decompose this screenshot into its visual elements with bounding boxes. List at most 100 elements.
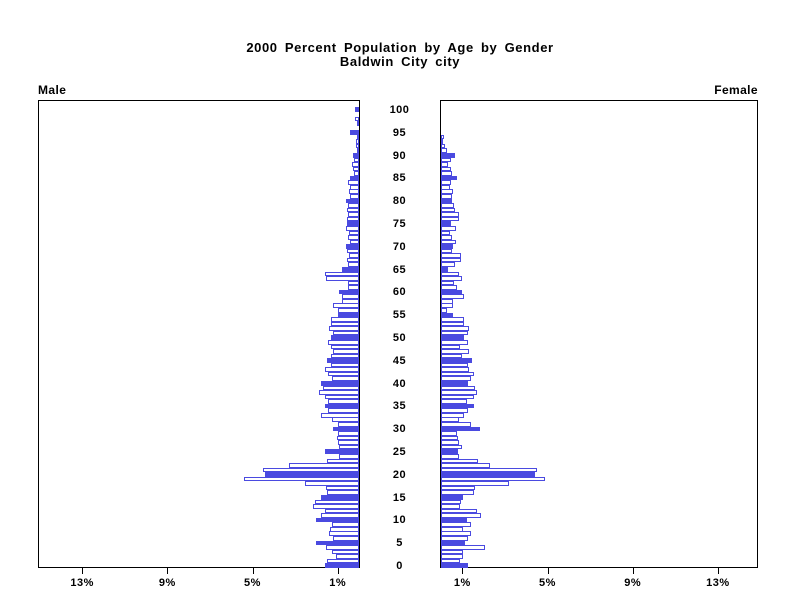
female-bar-age-24 — [441, 453, 460, 459]
male-bar-age-74 — [346, 225, 359, 231]
male-tick-9pct — [167, 568, 169, 574]
male-bar-age-62 — [348, 280, 359, 286]
female-bar-age-81 — [441, 194, 452, 199]
male-bar-age-81 — [350, 194, 359, 199]
male-bar-age-58 — [341, 298, 359, 304]
female-bar-age-92 — [441, 143, 446, 149]
female-bar-age-20 — [441, 472, 535, 477]
female-bar-age-61 — [441, 285, 457, 290]
age-axis-label-70: 70 — [392, 240, 407, 253]
female-bar-age-68 — [441, 253, 462, 258]
female-bar-age-52 — [441, 326, 469, 331]
female-bar-age-70 — [441, 244, 453, 249]
female-bar-age-15 — [441, 495, 464, 500]
female-bar-age-75 — [441, 221, 451, 226]
male-bar-age-21 — [263, 467, 359, 473]
male-bar-age-66 — [348, 262, 359, 268]
male-bar-age-43 — [324, 367, 359, 372]
female-bar-age-67 — [441, 257, 462, 263]
female-bar-age-55 — [441, 312, 453, 318]
female-bar-age-1 — [441, 558, 461, 564]
male-plot-panel — [38, 100, 360, 568]
female-bar-age-89 — [441, 157, 451, 163]
male-bar-age-70 — [346, 244, 359, 249]
male-bar-age-79 — [348, 203, 359, 208]
female-bar-age-5 — [441, 540, 466, 546]
female-bar-age-4 — [441, 545, 485, 550]
age-axis-label-20: 20 — [392, 468, 407, 481]
male-bar-age-40 — [320, 381, 359, 386]
male-bar-age-52 — [329, 326, 359, 331]
female-plot-panel — [440, 100, 758, 568]
male-bar-age-5 — [316, 540, 359, 546]
female-bar-age-88 — [441, 162, 449, 167]
female-bar-age-3 — [441, 549, 464, 555]
male-bar-age-73 — [349, 230, 359, 236]
male-bar-age-65 — [341, 267, 359, 272]
male-bar-age-95 — [350, 130, 359, 135]
female-bar-age-45 — [441, 358, 472, 363]
female-bar-age-82 — [441, 189, 453, 195]
male-bar-age-22 — [288, 463, 359, 468]
male-bar-age-93 — [355, 139, 359, 144]
male-bar-age-88 — [351, 162, 359, 167]
female-bar-age-35 — [441, 403, 474, 409]
male-bar-age-100 — [354, 107, 359, 112]
female-bar-age-76 — [441, 216, 460, 222]
female-bar-age-63 — [441, 276, 463, 281]
chart-title: 2000 Percent Population by Age by Gender — [246, 40, 554, 55]
male-bar-age-27 — [337, 440, 359, 445]
male-bar-age-61 — [348, 285, 359, 290]
male-bar-age-15 — [320, 495, 359, 500]
male-bar-age-57 — [333, 303, 359, 309]
female-bar-age-16 — [441, 490, 474, 496]
male-bar-age-51 — [333, 330, 359, 336]
female-bar-age-18 — [441, 481, 510, 486]
female-bar-age-41 — [441, 376, 471, 382]
male-bar-age-0 — [324, 563, 359, 568]
male-bar-age-20 — [265, 472, 359, 477]
male-bar-age-7 — [329, 531, 359, 537]
male-bar-age-87 — [352, 166, 359, 172]
female-bar-age-91 — [441, 148, 448, 154]
female-bar-age-44 — [441, 362, 468, 368]
female-bar-age-38 — [441, 390, 478, 395]
male-tick-label-9pct: 9% — [158, 577, 176, 589]
male-bar-age-19 — [243, 476, 359, 482]
female-bar-age-47 — [441, 349, 469, 354]
age-axis-label-0: 0 — [396, 560, 403, 572]
male-bar-age-77 — [348, 212, 359, 217]
male-bar-age-12 — [324, 508, 359, 514]
female-bar-age-37 — [441, 394, 474, 400]
female-bar-age-57 — [441, 303, 453, 309]
female-bar-age-6 — [441, 536, 468, 541]
age-axis-label-55: 55 — [392, 309, 407, 322]
male-bar-age-30 — [333, 426, 359, 432]
male-bar-age-85 — [350, 175, 359, 181]
male-bar-age-75 — [347, 221, 359, 226]
female-bar-age-19 — [441, 476, 546, 482]
female-bar-age-64 — [441, 271, 460, 277]
age-axis-label-80: 80 — [392, 195, 407, 208]
male-bar-age-45 — [327, 358, 359, 363]
male-bar-age-53 — [331, 321, 359, 327]
female-bar-age-32 — [441, 417, 460, 423]
male-bar-age-94 — [356, 134, 359, 140]
female-bar-age-78 — [441, 207, 455, 213]
female-bar-age-94 — [441, 134, 445, 140]
female-bar-age-28 — [441, 435, 459, 441]
male-bar-age-41 — [332, 376, 359, 382]
male-bar-age-18 — [304, 481, 359, 486]
female-bar-age-71 — [441, 239, 456, 245]
female-bar-age-39 — [441, 385, 476, 391]
male-bar-age-35 — [324, 403, 359, 409]
male-bar-age-24 — [338, 453, 359, 459]
male-bar-age-11 — [320, 513, 359, 518]
age-axis-label-45: 45 — [392, 354, 407, 367]
male-bar-age-29 — [337, 431, 359, 436]
female-tick-9pct — [632, 568, 634, 574]
female-bar-age-9 — [441, 522, 471, 527]
male-bar-age-69 — [347, 248, 359, 254]
age-axis-label-90: 90 — [392, 149, 407, 162]
female-bar-age-77 — [441, 212, 460, 217]
